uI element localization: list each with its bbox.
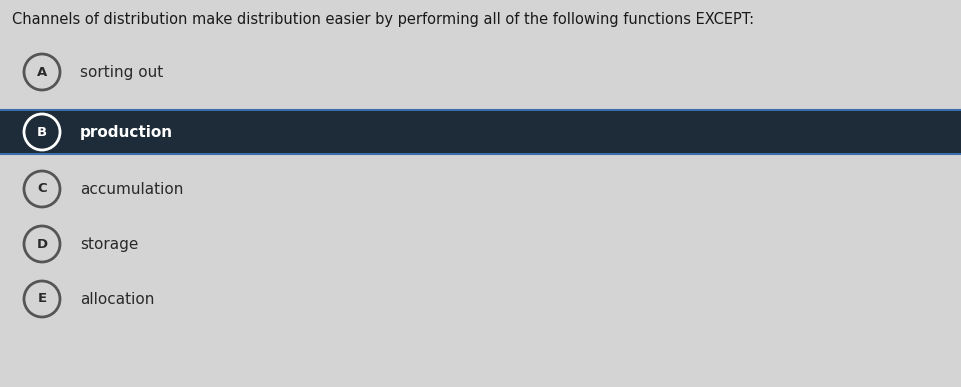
Circle shape [24, 281, 60, 317]
Text: production: production [80, 125, 173, 139]
Text: E: E [37, 293, 46, 305]
Circle shape [24, 54, 60, 90]
Text: Channels of distribution make distribution easier by performing all of the follo: Channels of distribution make distributi… [12, 12, 753, 27]
Text: B: B [37, 125, 47, 139]
Text: storage: storage [80, 236, 138, 252]
Circle shape [24, 226, 60, 262]
Text: sorting out: sorting out [80, 65, 163, 79]
FancyBboxPatch shape [0, 110, 961, 154]
Circle shape [24, 114, 60, 150]
Text: D: D [37, 238, 47, 250]
Circle shape [24, 171, 60, 207]
Text: allocation: allocation [80, 291, 154, 307]
Text: A: A [37, 65, 47, 79]
Text: accumulation: accumulation [80, 182, 184, 197]
Text: C: C [37, 183, 47, 195]
